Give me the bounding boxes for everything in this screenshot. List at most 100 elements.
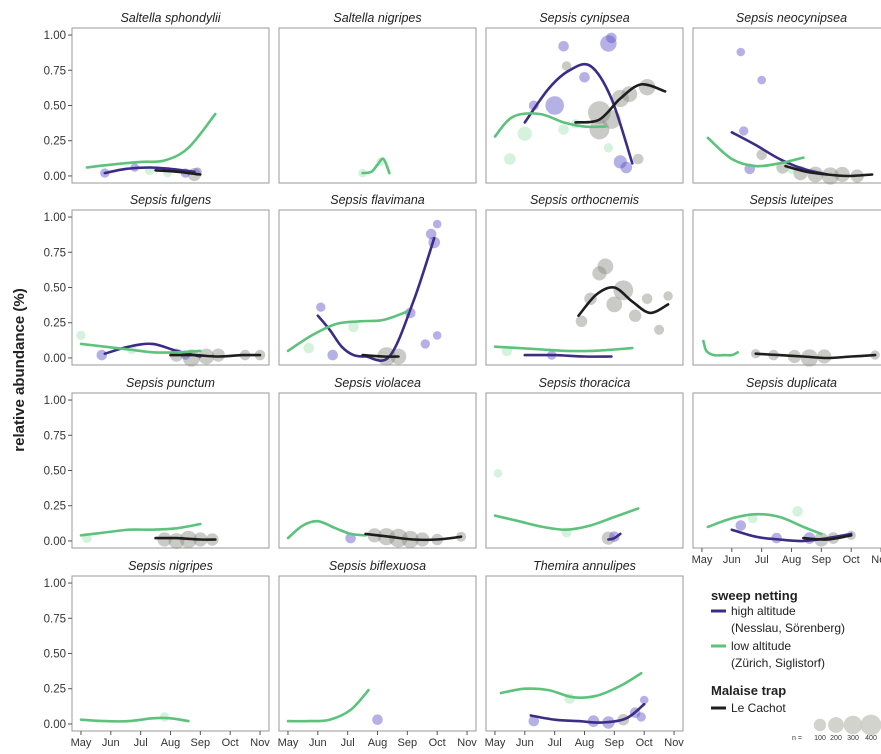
y-tick-label: 0.75 [44, 65, 66, 77]
x-tick-label: Nov [457, 737, 477, 749]
series-line [85, 112, 217, 169]
data-point [432, 331, 442, 340]
panel: Saltella nigripes [278, 11, 477, 184]
x-tick-label: Sep [398, 737, 418, 749]
legend-high-label: high altitude [731, 604, 796, 618]
data-point [592, 266, 607, 281]
y-tick-label: 0.75 [44, 613, 66, 625]
panel: Sepsis biflexuosa May Jun Jul Aug Sep Oct Nov [278, 559, 478, 749]
series-line [79, 522, 202, 537]
series-line [754, 352, 877, 360]
data-point [528, 100, 539, 111]
data-point [597, 258, 614, 275]
series-line [706, 512, 823, 536]
data-point [629, 309, 642, 322]
y-tick-label: 0.00 [44, 536, 66, 548]
legend-group2-title: Malaise trap [711, 683, 786, 698]
panel-title: Sepsis fulgens [130, 193, 211, 207]
series-line [577, 285, 670, 317]
panel: Sepsis flavimana [278, 193, 477, 366]
y-tick-label: 0.75 [44, 247, 66, 259]
x-tick-label: Jul [341, 737, 355, 749]
panel-title: Themira annulipes [533, 559, 636, 573]
panel: Sepsis luteipes [692, 193, 881, 367]
panel-title: Sepsis violacea [334, 376, 421, 390]
size-legend-label: 100 [814, 735, 826, 742]
panel: Themira annulipes May Jun Jul Aug Sep Oct Nov [485, 559, 685, 749]
data-point [606, 32, 617, 44]
legend-high-sub: (Nesslau, Sörenberg) [731, 621, 845, 635]
panel-frame [692, 209, 881, 366]
panel: Sepsis fulgens 0.00 0.25 0.50 0.75 1.00 [44, 193, 270, 367]
data-point [545, 96, 564, 115]
data-point [620, 161, 633, 174]
data-point [621, 86, 638, 103]
x-tick-label: Jun [516, 737, 534, 749]
x-tick-label: Jun [723, 554, 741, 566]
panel-title: Sepsis orthocnemis [530, 193, 639, 207]
x-tick-label: Sep [191, 737, 211, 749]
data-point [600, 35, 617, 52]
x-tick-label: Aug [782, 554, 802, 566]
panel-frame [71, 575, 270, 732]
data-point [588, 101, 611, 124]
data-point [96, 349, 108, 361]
x-tick-label: Jul [755, 554, 769, 566]
data-point [834, 166, 850, 183]
size-legend-circle [813, 718, 827, 732]
size-legend-circle [860, 714, 881, 736]
panel-title: Sepsis punctum [126, 376, 215, 390]
series-line [361, 353, 400, 358]
series-line [784, 164, 874, 178]
panel-frame [278, 392, 477, 549]
data-point [517, 126, 532, 141]
legend-low-label: low altitude [731, 639, 791, 653]
data-point [211, 348, 225, 362]
x-tick-label: Oct [429, 737, 446, 749]
y-tick-label: 0.25 [44, 684, 66, 696]
panel: Sepsis cynipsea [485, 11, 684, 184]
series-line [493, 112, 607, 138]
x-tick-label: Jul [548, 737, 562, 749]
y-tick-label: 0.50 [44, 283, 66, 295]
data-point [817, 349, 832, 364]
series-line [316, 236, 436, 362]
data-point [558, 124, 569, 135]
size-legend-label: 200 [830, 735, 842, 742]
legend: sweep netting high altitude (Nesslau, Sö… [711, 588, 881, 742]
panel-frame [278, 575, 477, 732]
x-tick-label: Aug [368, 737, 388, 749]
series-line [361, 157, 391, 175]
y-tick-label: 0.25 [44, 136, 66, 148]
y-tick-label: 1.00 [44, 212, 66, 224]
panel-title: Sepsis nigripes [128, 559, 213, 573]
panel: Sepsis orthocnemis [485, 193, 684, 366]
data-point [641, 293, 653, 305]
data-point [601, 531, 616, 545]
data-point [792, 506, 803, 517]
y-tick-label: 0.00 [44, 719, 66, 731]
panel-title: Sepsis flavimana [330, 193, 425, 207]
data-point [589, 119, 610, 140]
y-axis-label: relative abundance (%) [11, 288, 28, 451]
data-point [579, 72, 590, 83]
series-line [730, 131, 829, 176]
panel-frame [71, 209, 270, 366]
data-point [756, 149, 767, 161]
data-point [561, 61, 572, 71]
panel-title: Sepsis luteipes [749, 193, 833, 207]
series-line [802, 534, 853, 541]
data-point [603, 143, 614, 153]
legend-group1-title: sweep netting [711, 588, 798, 603]
y-tick-label: 1.00 [44, 395, 66, 407]
data-point [327, 349, 339, 361]
data-point [425, 228, 437, 240]
panel-frame [485, 27, 684, 184]
series-line [169, 353, 262, 358]
series-line [79, 342, 202, 354]
data-point [504, 153, 516, 165]
series-line [529, 702, 646, 724]
panel-frame [692, 392, 881, 549]
data-point [613, 155, 627, 169]
